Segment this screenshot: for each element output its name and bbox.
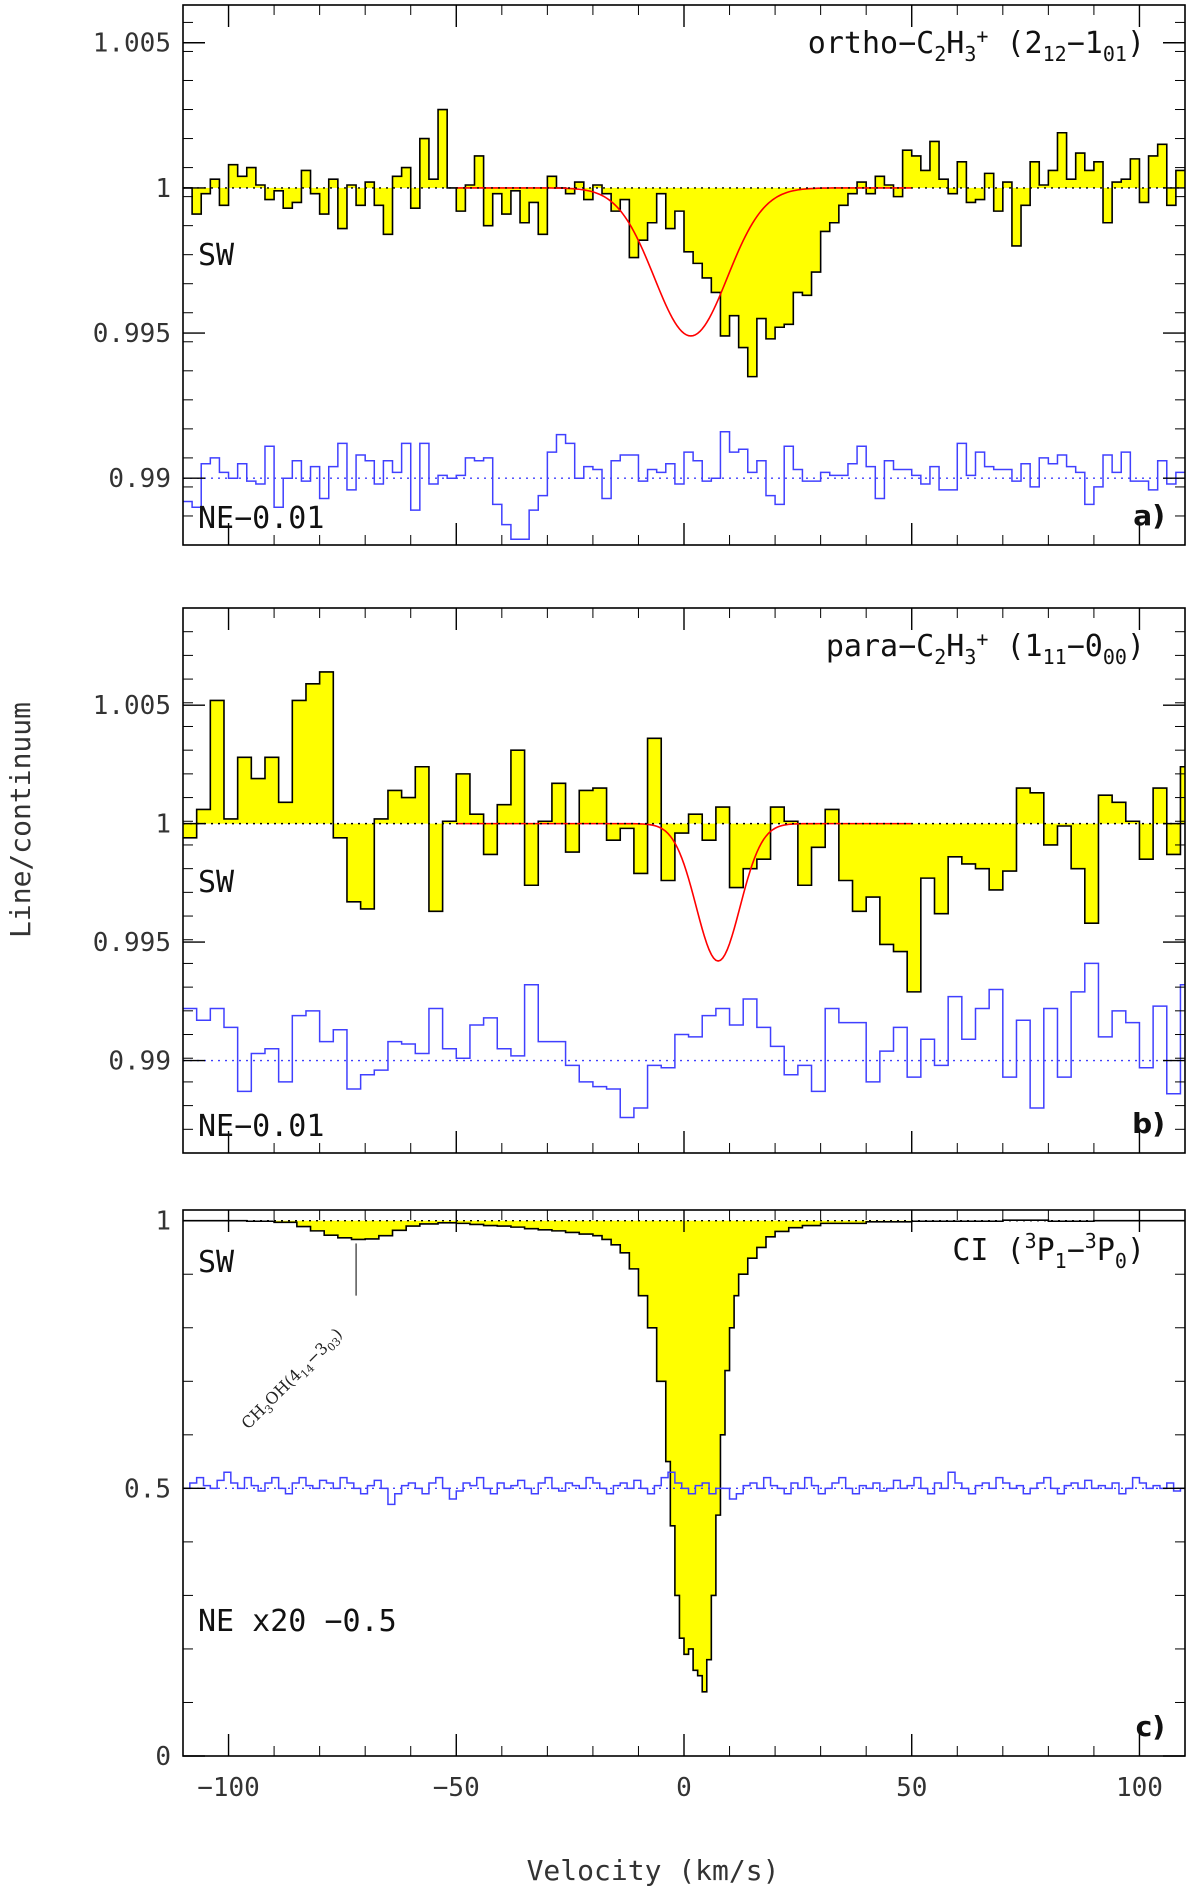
ne-spectrum-line	[183, 431, 1185, 540]
panel-b: 0.99 0.995 1 1.005 para−C2H3+ (111−000) SW NE−…	[93, 607, 1186, 1154]
y-tick-label: 0.995	[93, 319, 171, 349]
sw-spectrum-line	[183, 108, 1185, 378]
x-tick-label: 50	[896, 1773, 927, 1803]
plot-area	[183, 108, 1185, 540]
y-tick-label: 0.99	[108, 1047, 171, 1077]
panel-letter: b)	[1132, 1107, 1165, 1140]
panel-letter: c)	[1136, 1710, 1165, 1743]
y-tick-label: 1	[155, 174, 171, 204]
panel-a: 0.99 0.995 1 1.005 ortho−C2H3+ (212−101) SW NE…	[93, 4, 1186, 546]
sw-label: SW	[198, 1245, 235, 1280]
ne-label: NE−0.01	[198, 1109, 324, 1144]
x-tick-label: −100	[197, 1773, 260, 1803]
sw-fill-area	[183, 1220, 1185, 1692]
y-tick-label: 0.99	[108, 464, 171, 494]
sw-spectrum-line	[183, 1219, 1185, 1693]
sw-label: SW	[198, 865, 235, 900]
y-tick-label: 0	[155, 1742, 171, 1772]
plot-area	[183, 671, 1185, 1119]
ne-spectrum-line	[183, 1471, 1185, 1506]
x-tick-label: 0	[676, 1773, 692, 1803]
ne-label: NE−0.01	[198, 501, 324, 536]
y-tick-label: 0.5	[124, 1474, 171, 1504]
panel-title: para−C2H3+ (111−000)	[826, 627, 1145, 669]
x-tick-label: 100	[1116, 1773, 1163, 1803]
y-tick-label: 1	[155, 810, 171, 840]
sw-fill-area	[183, 671, 1185, 992]
panel-title: ortho−C2H3+ (212−101)	[808, 24, 1145, 66]
sw-spectrum-line	[183, 671, 1185, 993]
ne-label: NE x20 −0.5	[198, 1604, 397, 1639]
x-tick-label: −50	[433, 1773, 480, 1803]
y-tick-label: 0.995	[93, 928, 171, 958]
panels: 0.99 0.995 1 1.005 ortho−C2H3+ (212−101) SW NE…	[93, 4, 1186, 1803]
sw-label: SW	[198, 238, 235, 273]
y-tick-label: 1.005	[93, 29, 171, 59]
y-tick-label: 1	[155, 1207, 171, 1237]
y-axis-title: Line/continuum	[4, 702, 37, 938]
x-axis-title: Velocity (km/s)	[527, 1854, 780, 1887]
methanol-annotation: CH3OH(414−303)	[237, 1324, 348, 1435]
y-tick-label: 1.005	[93, 691, 171, 721]
ne-spectrum-line	[183, 962, 1185, 1119]
plot-area	[183, 1219, 1185, 1693]
panel-title: CI (3P1−3P0)	[952, 1229, 1145, 1273]
panel-c: 0 0.5 1 −100 −50 0 50 100 CI (3P1−3P0) SW NE x20 −…	[124, 1207, 1186, 1803]
panel-letter: a)	[1133, 499, 1165, 532]
